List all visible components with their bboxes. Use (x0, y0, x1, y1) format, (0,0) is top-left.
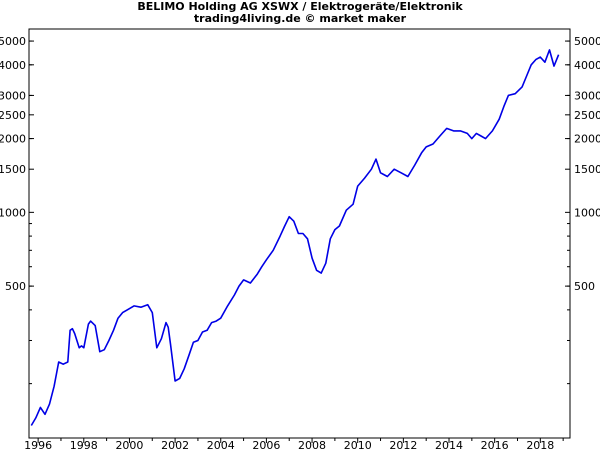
x-tick-label: 2014 (435, 439, 463, 450)
y-tick-label-right: 2500 (574, 109, 600, 122)
y-tick-label-right: 5000 (574, 35, 600, 48)
y-tick-label-left: 4000 (0, 59, 26, 72)
y-tick-label-left: 3000 (0, 89, 26, 102)
chart-title: BELIMO Holding AG XSWX / Elektrogeräte/E… (137, 0, 463, 13)
x-tick-label: 2012 (389, 439, 417, 450)
x-tick-label: 2010 (344, 439, 372, 450)
y-tick-label-left: 5000 (0, 35, 26, 48)
x-tick-label: 1998 (70, 439, 98, 450)
x-tick-label: 2000 (115, 439, 143, 450)
axis-tick-labels: 1996 1998 2000 2002 2004 2006 2008 2010 2012 2014… (0, 35, 600, 450)
x-tick-label: 1996 (24, 439, 52, 450)
series-line-0 (30, 49, 560, 426)
x-tick-label: 2016 (481, 439, 509, 450)
y-tick-label-left: 2500 (0, 109, 26, 122)
y-tick-label-left: 500 (5, 280, 26, 293)
axis-ticks (29, 40, 570, 443)
x-tick-label: 2006 (252, 439, 280, 450)
x-tick-label: 2004 (207, 439, 235, 450)
y-tick-label-right: 3000 (574, 89, 600, 102)
y-tick-label-right: 2000 (574, 133, 600, 146)
x-tick-label: 2002 (161, 439, 189, 450)
y-tick-label-right: 1000 (574, 206, 600, 219)
x-tick-label: 2018 (526, 439, 554, 450)
y-tick-label-left: 1500 (0, 163, 26, 176)
x-tick-label: 2008 (298, 439, 326, 450)
y-tick-label-right: 500 (574, 280, 595, 293)
y-tick-label-left: 2000 (0, 133, 26, 146)
y-tick-label-right: 4000 (574, 59, 600, 72)
y-tick-label-right: 1500 (574, 163, 600, 176)
plot-frame (28, 28, 571, 439)
chart-subtitle: trading4living.de © market maker (194, 12, 407, 25)
y-tick-label-left: 1000 (0, 206, 26, 219)
series-layer (30, 49, 560, 426)
